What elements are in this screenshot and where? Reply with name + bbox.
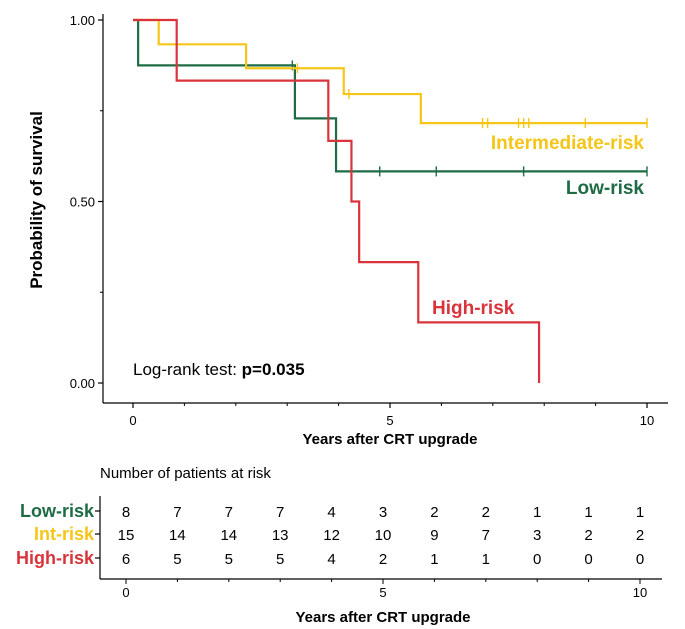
- risk-table-cell: 3: [379, 504, 387, 521]
- risk-table-cell: 7: [482, 527, 490, 544]
- risk-table-cell: 10: [375, 527, 392, 544]
- risk-table-cell: 5: [276, 551, 284, 568]
- risk-table-cell: 2: [430, 504, 438, 521]
- risk-table-cell: 4: [327, 504, 335, 521]
- risk-table-cell: 14: [169, 527, 186, 544]
- risk-table-cell: 6: [122, 551, 130, 568]
- risk-table-cell: 2: [379, 551, 387, 568]
- risk-table-cell: 5: [225, 551, 233, 568]
- x-tick-label: 5: [386, 413, 393, 428]
- y-tick-label: 1.00: [70, 13, 95, 28]
- log-rank-annotation: Log-rank test: p=0.035: [133, 360, 305, 379]
- risk-table-title: Number of patients at risk: [100, 465, 271, 482]
- risk-x-tick-label: 0: [122, 585, 129, 600]
- risk-row-label-low-risk: Low-risk: [20, 501, 95, 521]
- risk-table-cell: 12: [323, 527, 340, 544]
- x-tick-label: 10: [640, 413, 654, 428]
- risk-table-cell: 8: [122, 504, 130, 521]
- risk-table-cell: 7: [173, 504, 181, 521]
- risk-table-cell: 1: [584, 504, 592, 521]
- risk-table-cell: 7: [225, 504, 233, 521]
- survival-curve-low-risk: [133, 18, 647, 173]
- risk-table-cell: 9: [430, 527, 438, 544]
- risk-table-cell: 0: [636, 551, 644, 568]
- risk-table-x-title: Years after CRT upgrade: [295, 609, 470, 626]
- risk-x-tick-label: 10: [633, 585, 647, 600]
- series-label-intermediate-risk: Intermediate-risk: [491, 133, 645, 154]
- series-label-low-risk: Low-risk: [566, 178, 645, 199]
- risk-table-cell: 14: [220, 527, 237, 544]
- survival-curve-intermediate-risk: [133, 18, 647, 125]
- risk-row-label-int-risk: Int-risk: [34, 524, 95, 544]
- risk-table-cell: 4: [327, 551, 335, 568]
- risk-table-cell: 2: [482, 504, 490, 521]
- survival-curves: [133, 18, 648, 383]
- plot-text: Log-rank test: p=0.035: [133, 360, 305, 379]
- risk-table-cell: 2: [636, 527, 644, 544]
- risk-table-cell: 1: [533, 504, 541, 521]
- series-labels: Low-risk Intermediate-risk High-risk: [432, 133, 644, 319]
- risk-table: Number of patients at risk Low-risk 8 7 7 7 4 3…: [16, 465, 662, 626]
- risk-table-cell: 5: [173, 551, 181, 568]
- risk-table-cell: 1: [636, 504, 644, 521]
- survival-curve-high-risk: [133, 18, 541, 383]
- risk-table-cell: 3: [533, 527, 541, 544]
- y-tick-label: 0.00: [70, 376, 95, 391]
- risk-table-cell: 1: [482, 551, 490, 568]
- y-axis-title: Probability of survival: [27, 111, 46, 289]
- x-axis-title: Years after CRT upgrade: [302, 431, 477, 448]
- risk-table-cell: 0: [533, 551, 541, 568]
- risk-row-label-high-risk: High-risk: [16, 548, 95, 568]
- risk-x-tick-label: 5: [379, 585, 386, 600]
- series-label-high-risk: High-risk: [432, 298, 515, 319]
- risk-table-cell: 1: [430, 551, 438, 568]
- log-rank-label: Log-rank test:: [133, 360, 242, 379]
- plot-axes: 0.00 0.50 1.00 0 5 10 Years after CRT upgrade P…: [27, 13, 668, 448]
- risk-table-cell: 13: [272, 527, 289, 544]
- risk-table-cell: 0: [584, 551, 592, 568]
- risk-table-cell: 15: [118, 527, 135, 544]
- x-tick-label: 0: [129, 413, 136, 428]
- risk-table-cell: 2: [584, 527, 592, 544]
- risk-table-cell: 7: [276, 504, 284, 521]
- log-rank-p-value: p=0.035: [242, 360, 305, 379]
- y-tick-label: 0.50: [70, 195, 95, 210]
